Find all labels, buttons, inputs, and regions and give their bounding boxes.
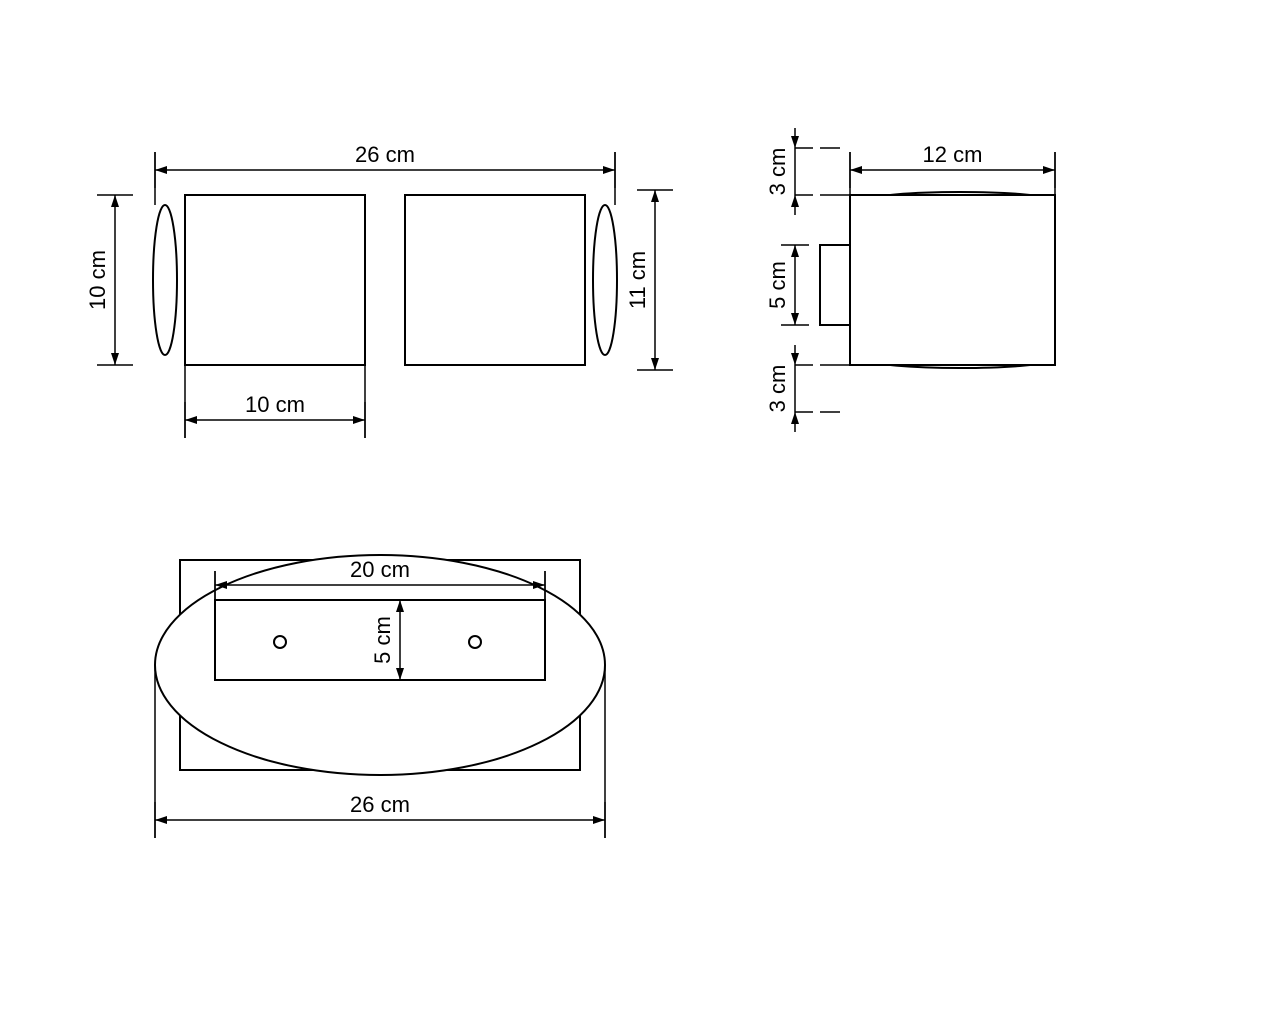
svg-text:26 cm: 26 cm [350,792,410,817]
top-view: 20 cm 5 cm 26 cm [155,555,605,838]
technical-drawing: 26 cm 10 cm 11 cm 10 cm 12 cm 3 cm 5 cm 3 cm 2… [0,0,1280,1024]
svg-text:10 cm: 10 cm [85,250,110,310]
svg-text:5 cm: 5 cm [370,616,395,664]
front-view: 26 cm 10 cm 11 cm 10 cm [85,142,673,438]
svg-text:3 cm: 3 cm [765,365,790,413]
svg-text:26 cm: 26 cm [355,142,415,167]
side-view: 12 cm 3 cm 5 cm 3 cm [765,128,1055,432]
svg-text:20 cm: 20 cm [350,557,410,582]
svg-text:12 cm: 12 cm [923,142,983,167]
svg-text:10 cm: 10 cm [245,392,305,417]
svg-text:5 cm: 5 cm [765,261,790,309]
svg-text:3 cm: 3 cm [765,148,790,196]
svg-text:11 cm: 11 cm [625,251,650,309]
